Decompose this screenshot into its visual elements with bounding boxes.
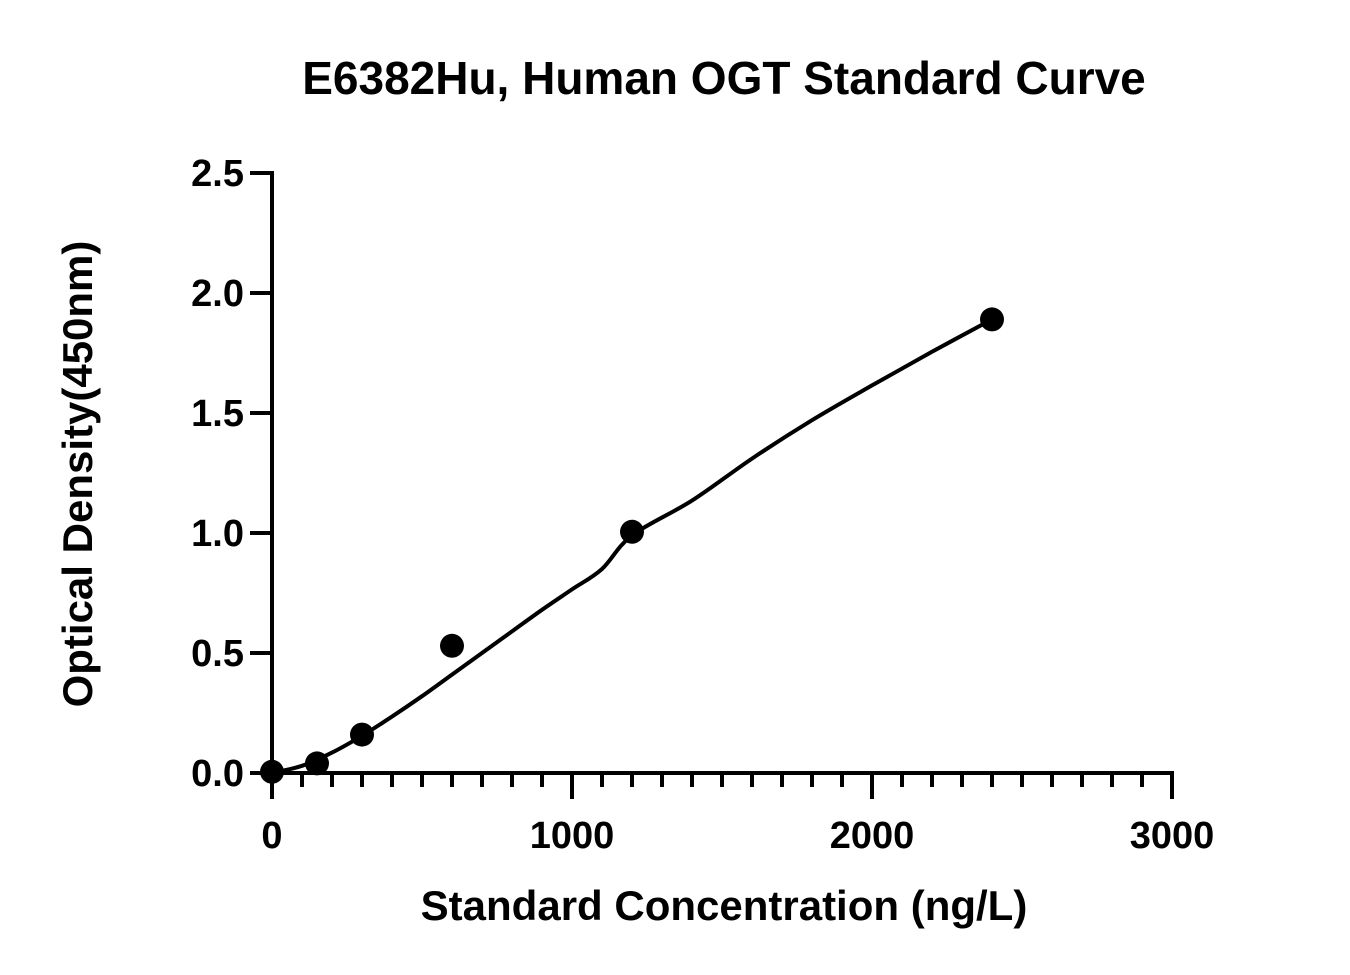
y-tick-label: 2.0 (191, 273, 244, 315)
x-tick-label: 3000 (1130, 815, 1215, 857)
fit-curve-layer (271, 317, 993, 775)
data-point (350, 722, 374, 747)
y-axis-label: Optical Density(450nm) (54, 241, 101, 708)
fit-curve-line (271, 317, 993, 775)
y-tick-label: 1.5 (191, 393, 244, 435)
x-tick-label: 0 (261, 815, 282, 857)
y-tick-label: 0.0 (191, 753, 244, 795)
data-point (440, 633, 464, 658)
y-tick-label: 2.5 (191, 153, 244, 195)
chart-title: E6382Hu, Human OGT Standard Curve (302, 52, 1146, 104)
y-tick-label: 0.5 (191, 633, 244, 675)
data-point (620, 519, 644, 544)
data-point (980, 307, 1004, 332)
x-tick-label: 2000 (830, 815, 915, 857)
y-tick-label: 1.0 (191, 513, 244, 555)
x-axis-label: Standard Concentration (ng/L) (421, 882, 1028, 929)
x-tick-label: 1000 (530, 815, 615, 857)
axes: 0.0 0.5 1.0 1.5 2.0 2.5 0 1000 2000 3000 (191, 153, 1214, 857)
data-point (305, 751, 329, 776)
data-point (260, 759, 284, 784)
data-points-layer (260, 307, 1004, 784)
